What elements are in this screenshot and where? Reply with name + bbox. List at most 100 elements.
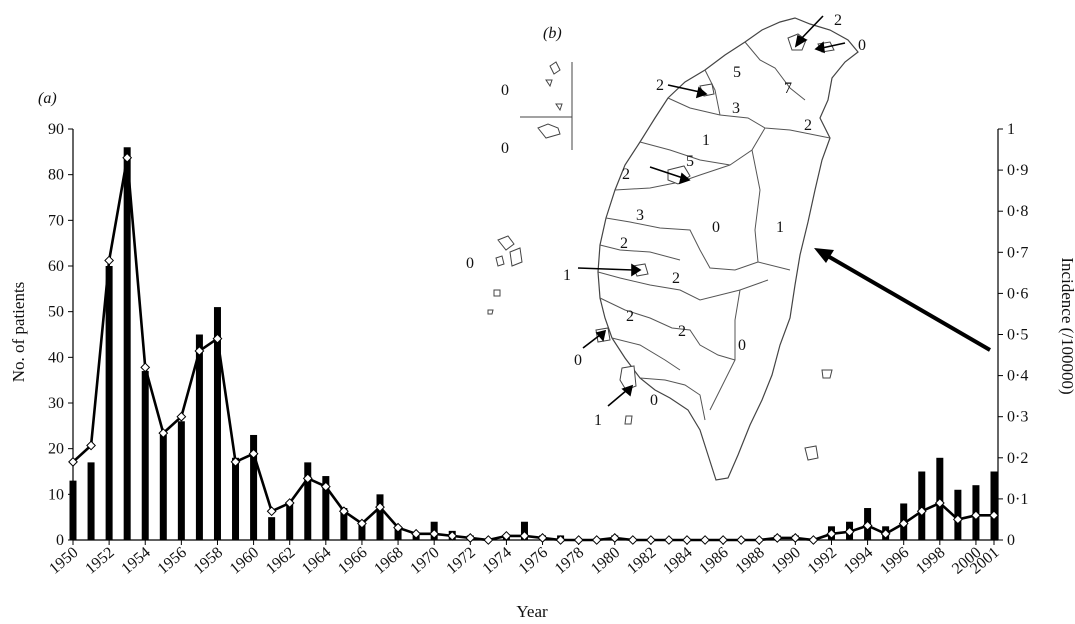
bar-1968 bbox=[394, 526, 402, 540]
bar-1975 bbox=[520, 521, 528, 540]
incidence-point-1983 bbox=[664, 535, 674, 545]
bar-1997 bbox=[918, 471, 926, 540]
y-left-tick-label: 0 bbox=[56, 532, 64, 549]
panel-a-label: (a) bbox=[38, 90, 57, 107]
map-number-nantou: 0 bbox=[712, 219, 720, 236]
y-left-tick-label: 90 bbox=[48, 121, 64, 138]
incidence-point-1979 bbox=[591, 535, 602, 545]
y-left-tick-label: 70 bbox=[48, 212, 64, 229]
y-axis-right-title: Incidence (/100000) bbox=[1058, 257, 1075, 394]
incidence-point-1997 bbox=[916, 506, 927, 517]
x-tick-label: 1990 bbox=[768, 544, 803, 578]
county-border bbox=[611, 337, 681, 371]
x-tick-label: 1976 bbox=[516, 544, 551, 578]
x-tick-label: 1952 bbox=[82, 544, 117, 578]
taiwan-island-outline bbox=[597, 17, 859, 481]
county-border bbox=[751, 149, 791, 271]
incidence-point-1953 bbox=[122, 152, 133, 163]
map-number-changhua: 3 bbox=[636, 207, 644, 224]
bar-1957 bbox=[195, 334, 203, 540]
x-tick-label: 1988 bbox=[732, 544, 767, 578]
y-right-tick-label: 0·4 bbox=[1007, 368, 1028, 385]
county-border bbox=[667, 97, 831, 139]
incidence-point-1968 bbox=[393, 522, 403, 533]
incidence-point-1990 bbox=[790, 533, 801, 543]
bar-2001 bbox=[990, 471, 998, 540]
incidence-point-1974 bbox=[501, 530, 512, 541]
incidence-series bbox=[68, 152, 999, 545]
y-right-tick-label: 0·9 bbox=[1007, 162, 1028, 179]
y-axis-left-title: No. of patients bbox=[9, 282, 28, 383]
x-tick-label: 1986 bbox=[696, 544, 731, 578]
incidence-point-1996 bbox=[898, 518, 909, 529]
patients-bars bbox=[69, 147, 998, 540]
map-number-chiayi-county: 2 bbox=[672, 270, 680, 287]
inset-number: 0 bbox=[501, 82, 509, 99]
bar-1952 bbox=[105, 266, 113, 540]
map-number-taichung-county: 5 bbox=[686, 153, 694, 170]
incidence-point-2001 bbox=[989, 510, 999, 521]
incidence-point-2000 bbox=[971, 510, 981, 521]
y-axis-left-ticks: 0 10 20 30 40 50 60 70 80 90 bbox=[48, 121, 73, 549]
x-tick-label: 1964 bbox=[299, 544, 334, 578]
x-tick-label: 1982 bbox=[624, 544, 659, 578]
incidence-point-1952 bbox=[104, 255, 115, 266]
incidence-point-1988 bbox=[754, 535, 765, 545]
map-number-miaoli: 1 bbox=[702, 132, 710, 149]
bar-1960 bbox=[250, 434, 258, 540]
county-border bbox=[709, 289, 741, 411]
incidence-line bbox=[72, 157, 994, 542]
map-number-tainan-county: 2 bbox=[626, 308, 634, 325]
incidence-point-1956 bbox=[176, 411, 187, 422]
y-right-tick-label: 0·3 bbox=[1007, 409, 1028, 426]
y-right-tick-label: 0·2 bbox=[1007, 450, 1028, 467]
county-border bbox=[639, 127, 766, 166]
islet bbox=[804, 445, 819, 461]
bar-1956 bbox=[177, 421, 185, 540]
incidence-point-1966 bbox=[357, 518, 367, 529]
map-number-hsinchu-city: 2 bbox=[656, 77, 664, 94]
x-tick-label: 1994 bbox=[841, 544, 876, 578]
bar-1961 bbox=[268, 517, 276, 540]
x-tick-label: 1998 bbox=[913, 544, 948, 578]
bar-1951 bbox=[87, 462, 95, 540]
y-right-tick-label: 0·5 bbox=[1007, 327, 1028, 344]
incidence-point-1982 bbox=[645, 535, 656, 545]
x-tick-label: 1972 bbox=[443, 544, 478, 578]
incidence-point-1955 bbox=[158, 428, 169, 439]
map-number-chiayi-city: 1 bbox=[563, 267, 571, 284]
incidence-point-1961 bbox=[266, 506, 277, 517]
penghu-islands bbox=[487, 235, 523, 315]
y-left-tick-label: 80 bbox=[48, 167, 64, 184]
incidence-point-1981 bbox=[627, 535, 638, 545]
map-number-kaohsiung-county: 2 bbox=[678, 323, 686, 340]
x-tick-label: 1996 bbox=[877, 544, 912, 578]
incidence-point-1980 bbox=[609, 533, 620, 543]
incidence-point-1960 bbox=[248, 448, 259, 459]
y-left-tick-label: 20 bbox=[48, 441, 64, 458]
incidence-point-1959 bbox=[230, 457, 241, 467]
county-border bbox=[599, 244, 681, 261]
bar-1958 bbox=[213, 307, 221, 540]
map-number-hualien: 1 bbox=[776, 219, 784, 236]
y-left-tick-label: 30 bbox=[48, 395, 64, 412]
y-right-tick-label: 0·8 bbox=[1007, 203, 1028, 220]
bar-1954 bbox=[141, 371, 149, 540]
map-number-pingtung: 0 bbox=[650, 392, 658, 409]
kaohsiung-city-shape bbox=[619, 365, 637, 391]
county-border bbox=[599, 297, 736, 361]
x-axis-ticks: 1950 1952 1954 1956 1958 1960 1962 1964 1966 1968… bbox=[46, 540, 1003, 578]
y-right-tick-label: 0·1 bbox=[1007, 491, 1028, 508]
incidence-point-1995 bbox=[880, 528, 891, 539]
map-number-kaohsiung-city: 1 bbox=[594, 412, 602, 429]
incidence-point-1987 bbox=[736, 535, 747, 545]
incidence-point-1991 bbox=[808, 535, 819, 545]
map-number-taipei-county: 7 bbox=[784, 80, 792, 97]
incidence-point-1971 bbox=[447, 530, 458, 541]
bar-1950 bbox=[69, 480, 77, 540]
bar-1955 bbox=[159, 434, 167, 540]
map-number-yilan: 2 bbox=[804, 117, 812, 134]
map-number-taipei-city: 2 bbox=[834, 12, 842, 29]
